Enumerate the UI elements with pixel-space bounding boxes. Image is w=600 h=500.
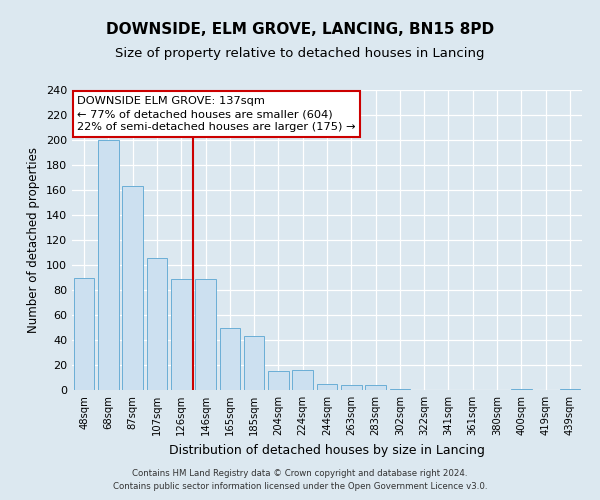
Y-axis label: Number of detached properties: Number of detached properties [28,147,40,333]
Bar [122,186,143,390]
Text: Size of property relative to detached houses in Lancing: Size of property relative to detached ho… [115,48,485,60]
Bar [268,371,289,390]
Text: Contains HM Land Registry data © Crown copyright and database right 2024.: Contains HM Land Registry data © Crown c… [132,468,468,477]
Bar [74,278,94,390]
Bar [292,370,313,390]
Bar [560,389,580,390]
Bar [341,385,362,390]
Bar [220,328,240,390]
Text: DOWNSIDE, ELM GROVE, LANCING, BN15 8PD: DOWNSIDE, ELM GROVE, LANCING, BN15 8PD [106,22,494,38]
Bar [195,279,216,390]
X-axis label: Distribution of detached houses by size in Lancing: Distribution of detached houses by size … [169,444,485,456]
Text: DOWNSIDE ELM GROVE: 137sqm
← 77% of detached houses are smaller (604)
22% of sem: DOWNSIDE ELM GROVE: 137sqm ← 77% of deta… [77,96,356,132]
Bar [511,389,532,390]
Bar [389,389,410,390]
Bar [171,279,191,390]
Bar [365,385,386,390]
Text: Contains public sector information licensed under the Open Government Licence v3: Contains public sector information licen… [113,482,487,491]
Bar [146,258,167,390]
Bar [98,140,119,390]
Bar [244,336,265,390]
Bar [317,384,337,390]
